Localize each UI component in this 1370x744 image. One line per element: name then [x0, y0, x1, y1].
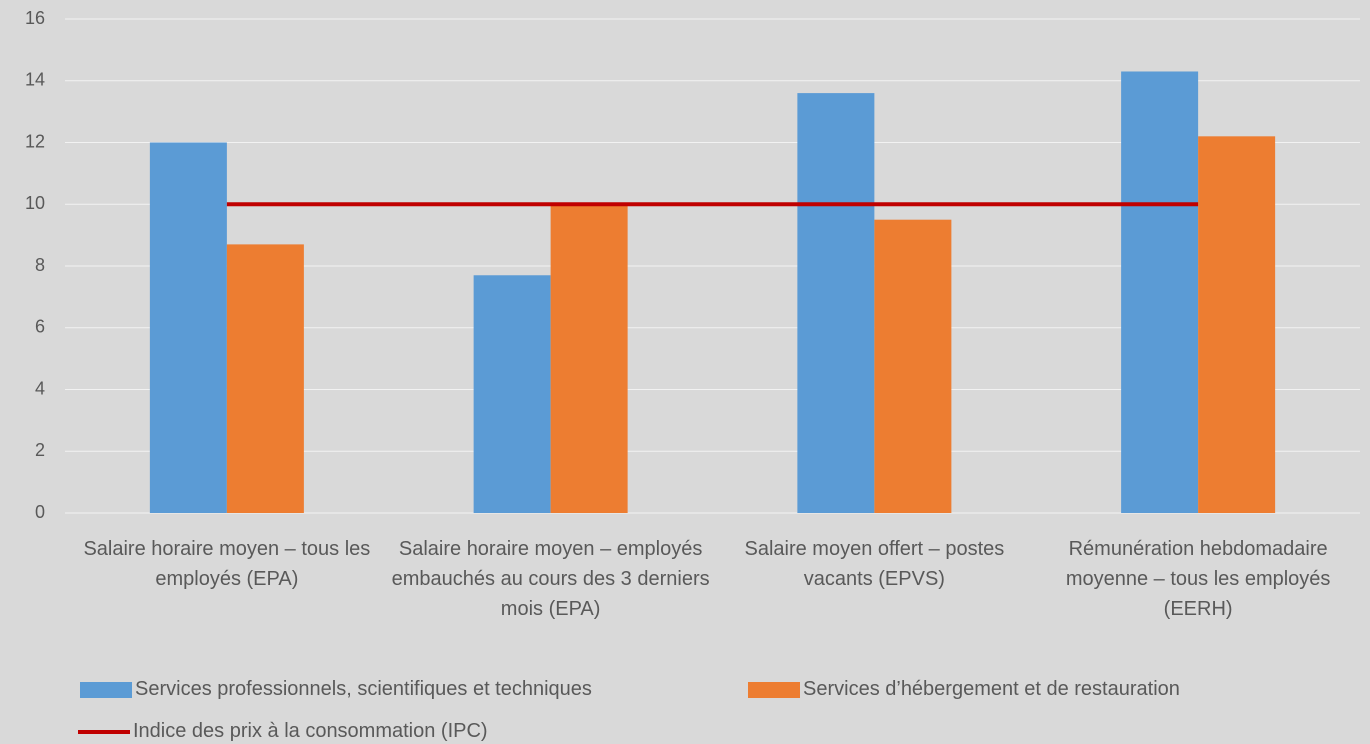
x-tick-label: Salaire moyen offert – postes vacants (E…: [744, 538, 1005, 590]
legend-swatch: [748, 682, 800, 698]
legend-label: Services d’hébergement et de restauratio…: [803, 678, 1180, 700]
y-tick-label: 8: [35, 255, 45, 275]
x-tick-label: Salaire horaire moyen – employés embauch…: [391, 538, 710, 620]
y-tick-label: 14: [25, 70, 45, 90]
y-tick-label: 0: [35, 502, 45, 522]
bar: [1198, 136, 1276, 513]
y-tick-label: 2: [35, 440, 45, 460]
x-tick-label: Rémunération hebdomadaire moyenne – tous…: [1065, 538, 1331, 620]
legend-swatch: [80, 682, 132, 698]
bar: [226, 244, 304, 513]
y-tick-label: 4: [35, 378, 45, 398]
bar: [149, 142, 227, 513]
bar: [473, 275, 551, 513]
legend-label: Indice des prix à la consommation (IPC): [133, 720, 488, 742]
y-tick-label: 10: [25, 193, 45, 213]
y-tick-label: 16: [25, 8, 45, 28]
bar: [1121, 71, 1199, 514]
bar: [874, 219, 952, 513]
bar: [797, 93, 875, 513]
bar: [550, 204, 628, 513]
legend-label: Services professionnels, scientifiques e…: [135, 678, 592, 700]
y-tick-label: 12: [25, 131, 45, 151]
x-tick-label: Salaire horaire moyen – tous les employé…: [83, 538, 371, 590]
y-tick-label: 6: [35, 317, 45, 337]
